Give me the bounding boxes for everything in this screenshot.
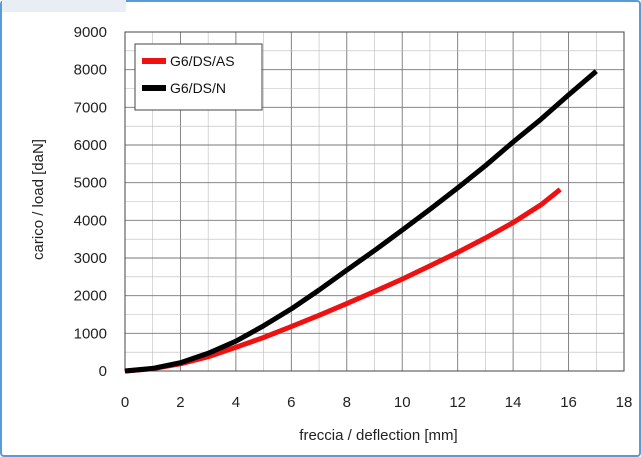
legend: G6/DS/AS G6/DS/N (134, 43, 263, 111)
y-tick-label: 2000 (74, 288, 107, 305)
x-tick-label: 8 (343, 394, 351, 411)
y-tick-label: 0 (99, 363, 107, 380)
x-axis-title: freccia / deflection [mm] (299, 427, 457, 444)
panel-tab (2, 0, 126, 12)
y-tick-label: 7000 (74, 99, 107, 116)
y-axis-title: carico / load [daN] (30, 139, 47, 260)
legend-box (134, 43, 263, 111)
grid (125, 32, 624, 371)
y-tick-label: 6000 (74, 137, 107, 154)
x-tick-labels: 0 2 4 6 8 10 12 14 16 18 (121, 394, 633, 411)
x-tick-label: 16 (560, 394, 577, 411)
series-layer (124, 69, 598, 374)
y-tick-label: 5000 (74, 175, 107, 192)
legend-label: G6/DS/AS (170, 53, 235, 69)
y-tick-labels: 0 1000 2000 3000 4000 5000 6000 7000 8000 9000 (74, 24, 107, 380)
x-tick-label: 0 (121, 394, 129, 411)
x-tick-label: 2 (176, 394, 184, 411)
y-tick-label: 8000 (74, 62, 107, 79)
y-tick-label: 9000 (74, 24, 107, 41)
x-tick-label: 12 (449, 394, 466, 411)
y-tick-label: 4000 (74, 212, 107, 229)
y-tick-label: 3000 (74, 250, 107, 267)
plot-border (124, 31, 625, 372)
series-line-1 (124, 187, 562, 374)
series-line-2 (124, 69, 598, 374)
y-tick-label: 1000 (74, 325, 107, 342)
legend-label: G6/DS/N (170, 80, 226, 96)
x-tick-label: 18 (616, 394, 633, 411)
x-tick-label: 10 (394, 394, 411, 411)
x-tick-label: 14 (505, 394, 522, 411)
x-tick-label: 4 (232, 394, 240, 411)
x-tick-label: 6 (287, 394, 295, 411)
